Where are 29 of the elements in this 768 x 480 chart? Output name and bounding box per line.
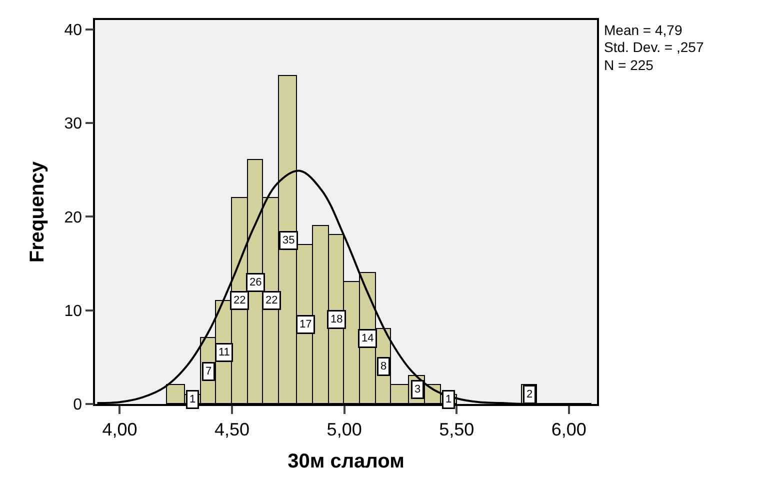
data-label: 22 (266, 294, 278, 306)
text: Std. Dev. = ,257 (604, 39, 704, 55)
y-tick-label: 40 (64, 22, 82, 39)
data-label: 35 (282, 234, 295, 246)
data-label: 11 (218, 346, 230, 358)
text: Mean = 4,79 (604, 22, 682, 38)
data-label: 8 (380, 360, 387, 372)
x-tick-label: 4,00 (102, 419, 138, 440)
y-tick-label: 10 (64, 302, 82, 320)
data-label: 22 (234, 294, 246, 306)
data-label: 18 (330, 314, 343, 326)
y-tick-label: 30 (64, 116, 82, 133)
data-label: 14 (362, 332, 374, 344)
x-tick-label: 5,50 (439, 419, 474, 440)
data-label: 1 (446, 394, 452, 406)
y-tick-label: 20 (64, 209, 82, 226)
text: N = 225 (604, 57, 654, 73)
y-axis-title: Frequency (26, 160, 48, 263)
data-label: 26 (250, 276, 262, 288)
x-axis-title: 30м слалом (288, 450, 404, 472)
y-tick-label: 0 (73, 396, 82, 414)
data-label: 2 (526, 388, 533, 400)
data-label: 3 (414, 384, 421, 396)
data-label: 1 (190, 394, 196, 406)
x-tick-label: 6,00 (551, 419, 586, 440)
data-label: 7 (206, 366, 212, 378)
data-label: 17 (300, 318, 312, 330)
x-tick-label: 4,50 (214, 419, 250, 440)
x-tick-label: 5,00 (326, 419, 362, 440)
